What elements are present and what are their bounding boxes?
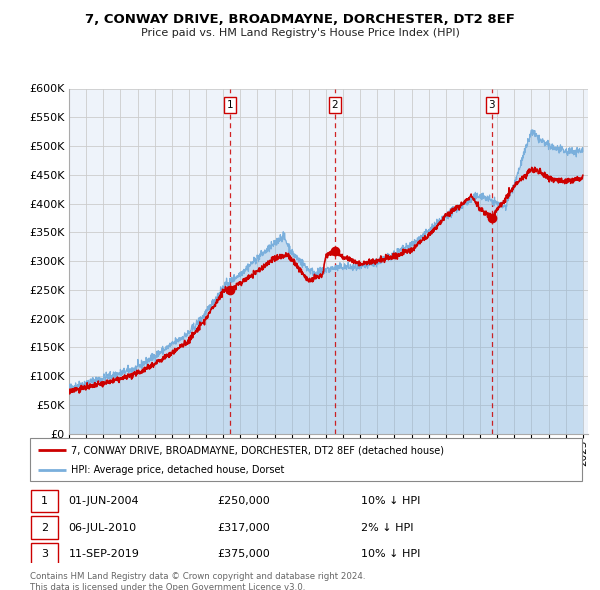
Text: Price paid vs. HM Land Registry's House Price Index (HPI): Price paid vs. HM Land Registry's House … xyxy=(140,28,460,38)
Text: 7, CONWAY DRIVE, BROADMAYNE, DORCHESTER, DT2 8EF: 7, CONWAY DRIVE, BROADMAYNE, DORCHESTER,… xyxy=(85,13,515,26)
Text: Contains HM Land Registry data © Crown copyright and database right 2024.: Contains HM Land Registry data © Crown c… xyxy=(30,572,365,581)
Text: 7, CONWAY DRIVE, BROADMAYNE, DORCHESTER, DT2 8EF (detached house): 7, CONWAY DRIVE, BROADMAYNE, DORCHESTER,… xyxy=(71,445,445,455)
Text: HPI: Average price, detached house, Dorset: HPI: Average price, detached house, Dors… xyxy=(71,466,285,475)
FancyBboxPatch shape xyxy=(31,543,58,565)
Text: 1: 1 xyxy=(227,100,233,110)
Text: 2% ↓ HPI: 2% ↓ HPI xyxy=(361,523,414,533)
Text: 10% ↓ HPI: 10% ↓ HPI xyxy=(361,496,421,506)
Text: £250,000: £250,000 xyxy=(218,496,271,506)
Text: 11-SEP-2019: 11-SEP-2019 xyxy=(68,549,140,559)
Text: 01-JUN-2004: 01-JUN-2004 xyxy=(68,496,139,506)
Text: 2: 2 xyxy=(41,523,48,533)
Text: £375,000: £375,000 xyxy=(218,549,271,559)
FancyBboxPatch shape xyxy=(31,490,58,513)
Text: This data is licensed under the Open Government Licence v3.0.: This data is licensed under the Open Gov… xyxy=(30,583,305,590)
Text: 3: 3 xyxy=(488,100,495,110)
Text: 10% ↓ HPI: 10% ↓ HPI xyxy=(361,549,421,559)
FancyBboxPatch shape xyxy=(30,438,582,481)
Text: 3: 3 xyxy=(41,549,48,559)
Text: 06-JUL-2010: 06-JUL-2010 xyxy=(68,523,137,533)
Text: 2: 2 xyxy=(331,100,338,110)
Text: 1: 1 xyxy=(41,496,48,506)
Text: £317,000: £317,000 xyxy=(218,523,271,533)
FancyBboxPatch shape xyxy=(31,516,58,539)
